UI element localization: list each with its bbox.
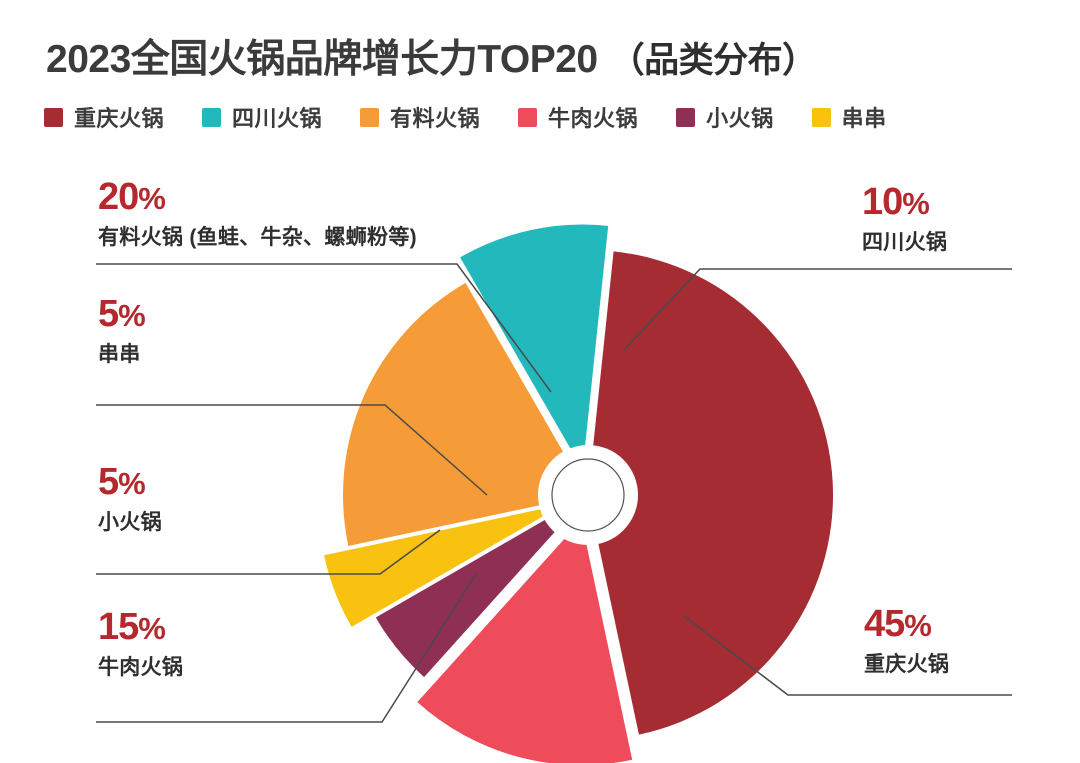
leader-line-niurou — [96, 573, 477, 723]
legend-item-chuanchuan: 串串 — [811, 101, 887, 133]
legend: 重庆火锅 四川火锅 有料火锅 牛肉火锅 小火锅 串串 — [44, 101, 925, 133]
callout-niurou: 15% 牛肉火锅 — [98, 608, 183, 680]
callout-percent: 15% — [98, 606, 166, 648]
legend-item-sichuan: 四川火锅 — [202, 101, 322, 133]
legend-item-xiaohuoguo: 小火锅 — [676, 101, 774, 133]
pie-slice-xiaohuoguo[interactable] — [375, 495, 588, 678]
callout-youliao: 20% 有料火锅 (鱼蛙、牛杂、螺蛳粉等) — [98, 178, 417, 250]
legend-swatch-icon — [676, 107, 696, 127]
callout-percent: 5% — [98, 461, 146, 503]
title-subtitle: （品类分布） — [609, 41, 818, 80]
chart-header: 2023全国火锅品牌增长力TOP20 （品类分布） 重庆火锅 四川火锅 有料火锅… — [0, 0, 1080, 150]
title-main: 2023全国火锅品牌增长力TOP20 — [46, 38, 598, 81]
legend-swatch-icon — [202, 107, 222, 127]
callout-category: 小火锅 — [98, 511, 162, 534]
pie-slice-chuanchuan[interactable] — [324, 504, 564, 627]
callout-chongqing: 45% 重庆火锅 — [864, 605, 949, 677]
callout-category: 重庆火锅 — [864, 653, 950, 676]
leader-lines — [96, 263, 1012, 723]
legend-label: 小火锅 — [706, 106, 774, 131]
leader-line-sichuan — [623, 268, 1012, 351]
legend-swatch-icon — [44, 107, 63, 127]
legend-label: 重庆火锅 — [74, 106, 165, 131]
pie-chart-area: 20% 有料火锅 (鱼蛙、牛杂、螺蛳粉等) 5% 串串 5% 小火锅 15% 牛… — [0, 150, 1080, 763]
callout-sichuan: 10% 四川火锅 — [862, 183, 947, 255]
callout-percent: 45% — [864, 603, 932, 645]
legend-item-niurou: 牛肉火锅 — [518, 101, 638, 133]
page-title: 2023全国火锅品牌增长力TOP20 （品类分布） — [46, 28, 817, 84]
pie-slices — [324, 224, 833, 763]
callout-category: 牛肉火锅 — [98, 656, 184, 679]
callout-xiaohuoguo: 5% 小火锅 — [98, 463, 162, 535]
legend-item-youliao: 有料火锅 — [360, 101, 480, 133]
pie-chart-svg — [96, 224, 1012, 763]
callout-category: 串串 — [98, 343, 141, 366]
legend-swatch-icon — [811, 107, 831, 127]
callout-percent: 10% — [862, 181, 930, 223]
callout-chuanchuan: 5% 串串 — [98, 293, 146, 367]
callout-category: 有料火锅 (鱼蛙、牛杂、螺蛳粉等) — [98, 226, 417, 249]
legend-label: 四川火锅 — [232, 106, 323, 131]
leader-line-xiaohuoguo — [96, 529, 441, 575]
callout-percent: 20% — [98, 176, 166, 218]
legend-label: 牛肉火锅 — [548, 106, 639, 131]
pie-slice-sichuan[interactable] — [460, 224, 609, 470]
legend-label: 有料火锅 — [390, 106, 481, 131]
leader-line-youliao — [96, 263, 552, 393]
pie-slice-niurou[interactable] — [417, 520, 633, 763]
donut-hole — [538, 445, 638, 545]
legend-swatch-icon — [518, 107, 538, 127]
legend-label: 串串 — [841, 106, 887, 131]
legend-swatch-icon — [360, 107, 380, 127]
pie-slice-chongqing[interactable] — [588, 251, 833, 735]
legend-item-chongqing: 重庆火锅 — [44, 101, 164, 133]
leader-line-chuanchuan — [96, 404, 488, 496]
callout-percent: 5% — [98, 293, 146, 335]
pie-slice-youliao[interactable] — [343, 282, 588, 546]
callout-category: 四川火锅 — [862, 231, 948, 254]
leader-line-chongqing — [683, 615, 1012, 696]
